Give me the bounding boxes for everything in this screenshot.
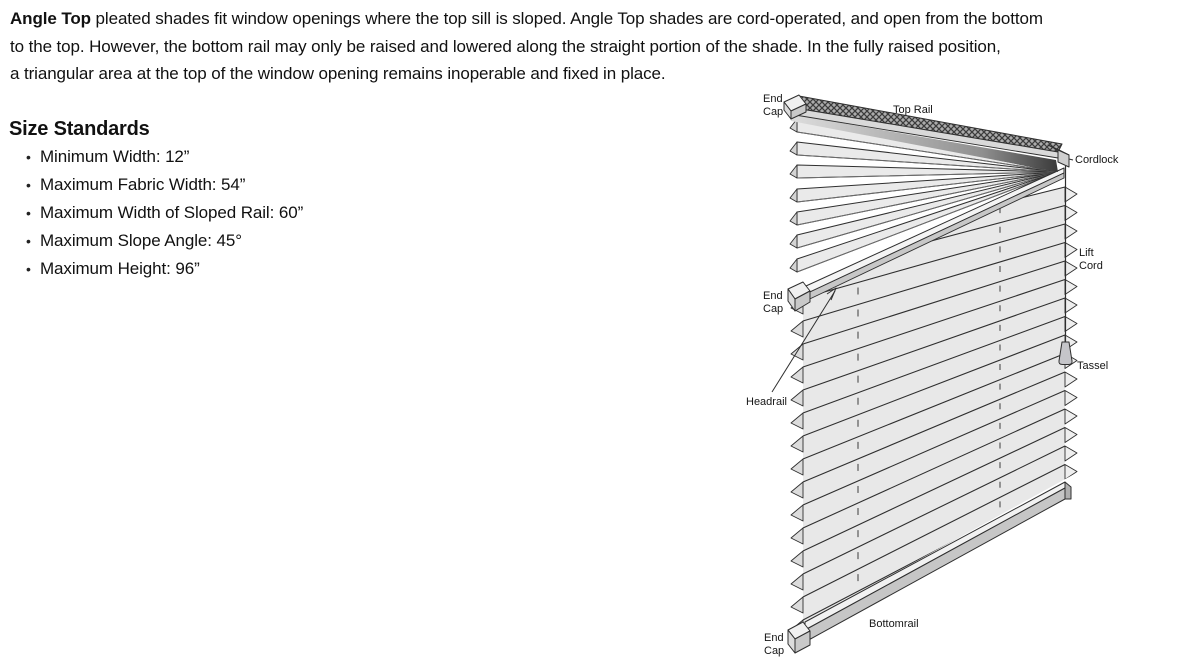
- bullet-dot: •: [26, 233, 31, 249]
- bullet-dot: •: [26, 205, 31, 221]
- intro-line-1-text: pleated shades fit window openings where…: [90, 9, 1043, 28]
- list-item-text: Maximum Slope Angle: 45°: [40, 231, 242, 250]
- cordlock: [1047, 144, 1074, 168]
- intro-paragraph: Angle Top pleated shades fit window open…: [10, 5, 1043, 88]
- list-item: • Maximum Fabric Width: 54”: [26, 175, 303, 203]
- label-tassel: Tassel: [1077, 360, 1108, 372]
- headrail-end-cap: [787, 281, 811, 312]
- label-cordlock: Cordlock: [1075, 154, 1119, 166]
- label-end-cap-top: Cap: [763, 106, 783, 118]
- label-end-cap-bottom: Cap: [764, 645, 784, 657]
- label-end-cap-middle: End: [763, 290, 783, 302]
- label-top-rail: Top Rail: [893, 104, 933, 116]
- toprail-shadow-wedge: [789, 114, 1058, 172]
- list-item: • Maximum Width of Sloped Rail: 60”: [26, 203, 303, 231]
- bullet-dot: •: [26, 149, 31, 165]
- size-standards-list: • Minimum Width: 12” • Maximum Fabric Widt…: [26, 147, 303, 287]
- intro-line-2: to the top. However, the bottom rail may…: [10, 36, 1001, 56]
- headrail: [787, 167, 1065, 312]
- intro-line-3: a triangular area at the top of the wind…: [10, 64, 666, 83]
- list-item-text: Maximum Height: 96”: [40, 259, 200, 278]
- label-end-cap-middle: Cap: [763, 303, 783, 315]
- bullet-dot: •: [26, 261, 31, 277]
- list-item-text: Maximum Width of Sloped Rail: 60”: [40, 203, 304, 222]
- list-item-text: Maximum Fabric Width: 54”: [40, 175, 246, 194]
- list-item: • Maximum Height: 96”: [26, 259, 303, 287]
- label-lift-cord: Cord: [1079, 260, 1103, 272]
- label-end-cap-bottom: End: [764, 632, 784, 644]
- list-item: • Minimum Width: 12”: [26, 147, 303, 175]
- label-end-cap-top: End: [763, 93, 783, 105]
- top-rail: [783, 94, 1063, 159]
- bullet-dot: •: [26, 177, 31, 193]
- intro-lead-bold: Angle Top: [10, 9, 91, 28]
- size-standards-heading: Size Standards: [9, 118, 150, 140]
- list-item: • Maximum Slope Angle: 45°: [26, 231, 303, 259]
- bottomrail: [787, 481, 1072, 654]
- toprail-end-cap: [783, 94, 807, 120]
- bottomrail-end-cap: [787, 621, 811, 654]
- headrail-leader-arrow: [771, 287, 837, 393]
- list-item-text: Minimum Width: 12”: [40, 147, 190, 166]
- label-bottomrail: Bottomrail: [869, 618, 919, 630]
- intro-line-1: Angle Top pleated shades fit window open…: [10, 5, 1043, 33]
- tassel: [1058, 341, 1073, 365]
- diagram-labels: End Cap Top Rail Cordlock End Cap Lift C…: [746, 93, 1119, 657]
- label-headrail: Headrail: [746, 396, 787, 408]
- label-lift-cord: Lift: [1079, 247, 1094, 259]
